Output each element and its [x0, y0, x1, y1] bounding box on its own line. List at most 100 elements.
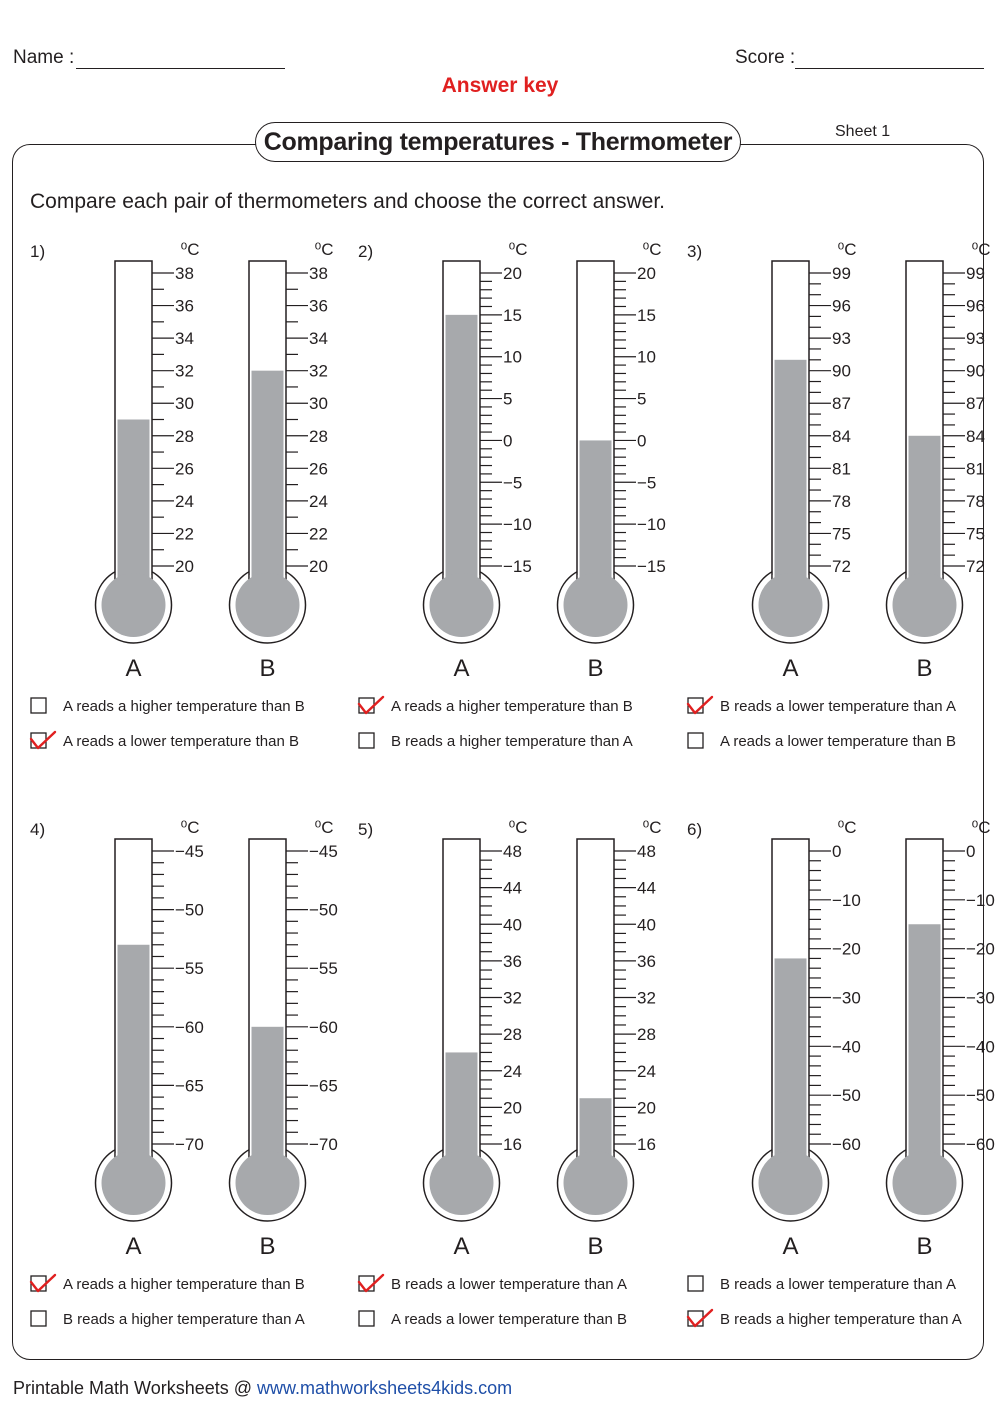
tick-label: 28 — [175, 427, 194, 446]
name-line[interactable] — [76, 68, 285, 69]
option-2: B reads a higher temperature than A — [358, 732, 633, 750]
thermometer-b: 20 15 10 5 0 −5 −10 −15 ⁰C B — [556, 240, 666, 682]
option-text: B reads a higher temperature than A — [720, 1311, 962, 1328]
option-text: B reads a higher temperature than A — [391, 733, 633, 750]
tick-label: 81 — [832, 459, 851, 478]
tick-label: 32 — [175, 362, 194, 381]
option-checkbox[interactable] — [30, 697, 47, 714]
option-2: B reads a higher temperature than A — [686, 1308, 962, 1328]
tick-label: −10 — [637, 515, 666, 534]
option-checkbox[interactable] — [358, 732, 375, 749]
option-1: A reads a higher temperature than B — [30, 697, 305, 715]
tick-label: 96 — [832, 297, 851, 316]
tick-label: 96 — [966, 297, 985, 316]
thermometer-bulb — [429, 573, 494, 637]
thermometer-b: 38 36 34 32 30 28 26 24 22 20 ⁰C B — [228, 240, 334, 682]
problem-number: 6) — [687, 820, 702, 839]
option-checkbox[interactable] — [358, 1310, 375, 1327]
option-2: B reads a higher temperature than A — [30, 1310, 305, 1328]
option-1: B reads a lower temperature than A — [687, 1275, 956, 1293]
unit-label: ⁰C — [314, 818, 333, 837]
problem-number: 2) — [358, 242, 373, 261]
tick-label: 15 — [637, 306, 656, 325]
option-checkbox[interactable] — [687, 732, 704, 749]
option-text: B reads a lower temperature than A — [720, 698, 956, 715]
tick-label: 28 — [503, 1025, 522, 1044]
thermometer-label: A — [125, 655, 141, 682]
problem-number: 4) — [30, 820, 45, 839]
thermometer-fill — [117, 419, 150, 595]
tick-label: 15 — [503, 306, 522, 325]
tick-label: 20 — [503, 1098, 522, 1117]
tick-label: −15 — [503, 557, 532, 576]
thermometer-label: B — [916, 655, 932, 682]
unit-label: ⁰C — [508, 240, 527, 259]
tick-label: 30 — [309, 394, 328, 413]
score-label: Score : — [735, 47, 796, 68]
tick-label: 44 — [503, 879, 522, 898]
unit-label: ⁰C — [180, 240, 199, 259]
tick-label: 81 — [966, 459, 985, 478]
tick-label: 20 — [503, 264, 522, 283]
tick-label: 26 — [175, 459, 194, 478]
option-1: A reads a higher temperature than B — [357, 695, 633, 715]
thermometer-bulb — [429, 1151, 494, 1215]
tick-label: −50 — [966, 1086, 995, 1105]
thermometer-fill — [251, 370, 284, 595]
tick-label: −10 — [966, 891, 995, 910]
tick-label: 20 — [637, 1098, 656, 1117]
thermometer-a: −45 −50 −55 −60 −65 −70 ⁰C A — [94, 818, 204, 1260]
thermometer-label: A — [453, 1233, 469, 1260]
tick-label: 24 — [175, 492, 194, 511]
tick-label: 48 — [637, 842, 656, 861]
option-checkbox[interactable] — [687, 1275, 704, 1292]
tick-label: −65 — [175, 1076, 204, 1095]
tick-label: 36 — [175, 297, 194, 316]
unit-label: ⁰C — [971, 240, 990, 259]
option-checkbox[interactable] — [30, 1310, 47, 1327]
score-line[interactable] — [795, 68, 984, 69]
option-text: A reads a lower temperature than B — [720, 733, 956, 750]
tick-label: −60 — [309, 1018, 338, 1037]
thermometer-label: B — [259, 1233, 275, 1260]
tick-label: −70 — [309, 1135, 338, 1154]
checkmark-icon — [29, 1273, 57, 1293]
problem-number: 3) — [687, 242, 702, 261]
tick-label: −10 — [503, 515, 532, 534]
footer-link[interactable]: www.mathworksheets4kids.com — [257, 1378, 513, 1398]
tick-label: −50 — [832, 1086, 861, 1105]
thermometer-fill — [445, 314, 478, 595]
thermometer-fill — [908, 435, 941, 595]
tick-label: 0 — [966, 842, 975, 861]
tick-label: 0 — [832, 842, 841, 861]
instruction-text: Compare each pair of thermometers and ch… — [30, 190, 665, 213]
option-text: A reads a higher temperature than B — [391, 698, 633, 715]
thermometer-b: −45 −50 −55 −60 −65 −70 ⁰C B — [228, 818, 338, 1260]
tick-label: 22 — [175, 524, 194, 543]
tick-label: 78 — [966, 492, 985, 511]
tick-label: 40 — [503, 915, 522, 934]
thermometer-bulb — [563, 1151, 628, 1215]
tick-label: 36 — [309, 297, 328, 316]
tick-label: 93 — [966, 329, 985, 348]
tick-label: 5 — [637, 390, 646, 409]
tick-label: 16 — [503, 1135, 522, 1154]
answer-key-label: Answer key — [441, 74, 559, 97]
tick-label: −40 — [832, 1037, 861, 1056]
thermometer-fill — [774, 359, 807, 595]
tick-label: 34 — [309, 329, 328, 348]
option-1: B reads a lower temperature than A — [686, 695, 956, 715]
checkmark-icon — [357, 695, 385, 715]
tick-label: −50 — [175, 901, 204, 920]
thermometer-a: 38 36 34 32 30 28 26 24 22 20 ⁰C A — [94, 240, 200, 682]
footer: Printable Math Worksheets @ www.mathwork… — [13, 1378, 512, 1399]
thermometer-a: 48 44 40 36 32 28 24 20 16 ⁰C A — [422, 818, 528, 1260]
tick-label: 48 — [503, 842, 522, 861]
tick-label: −55 — [309, 959, 338, 978]
tick-label: 87 — [832, 394, 851, 413]
tick-label: 87 — [966, 394, 985, 413]
tick-label: 90 — [966, 362, 985, 381]
unit-label: ⁰C — [837, 240, 856, 259]
tick-label: 30 — [175, 394, 194, 413]
